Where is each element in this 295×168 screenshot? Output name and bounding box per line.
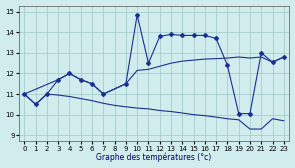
X-axis label: Graphe des températures (°c): Graphe des températures (°c) [96,153,212,162]
